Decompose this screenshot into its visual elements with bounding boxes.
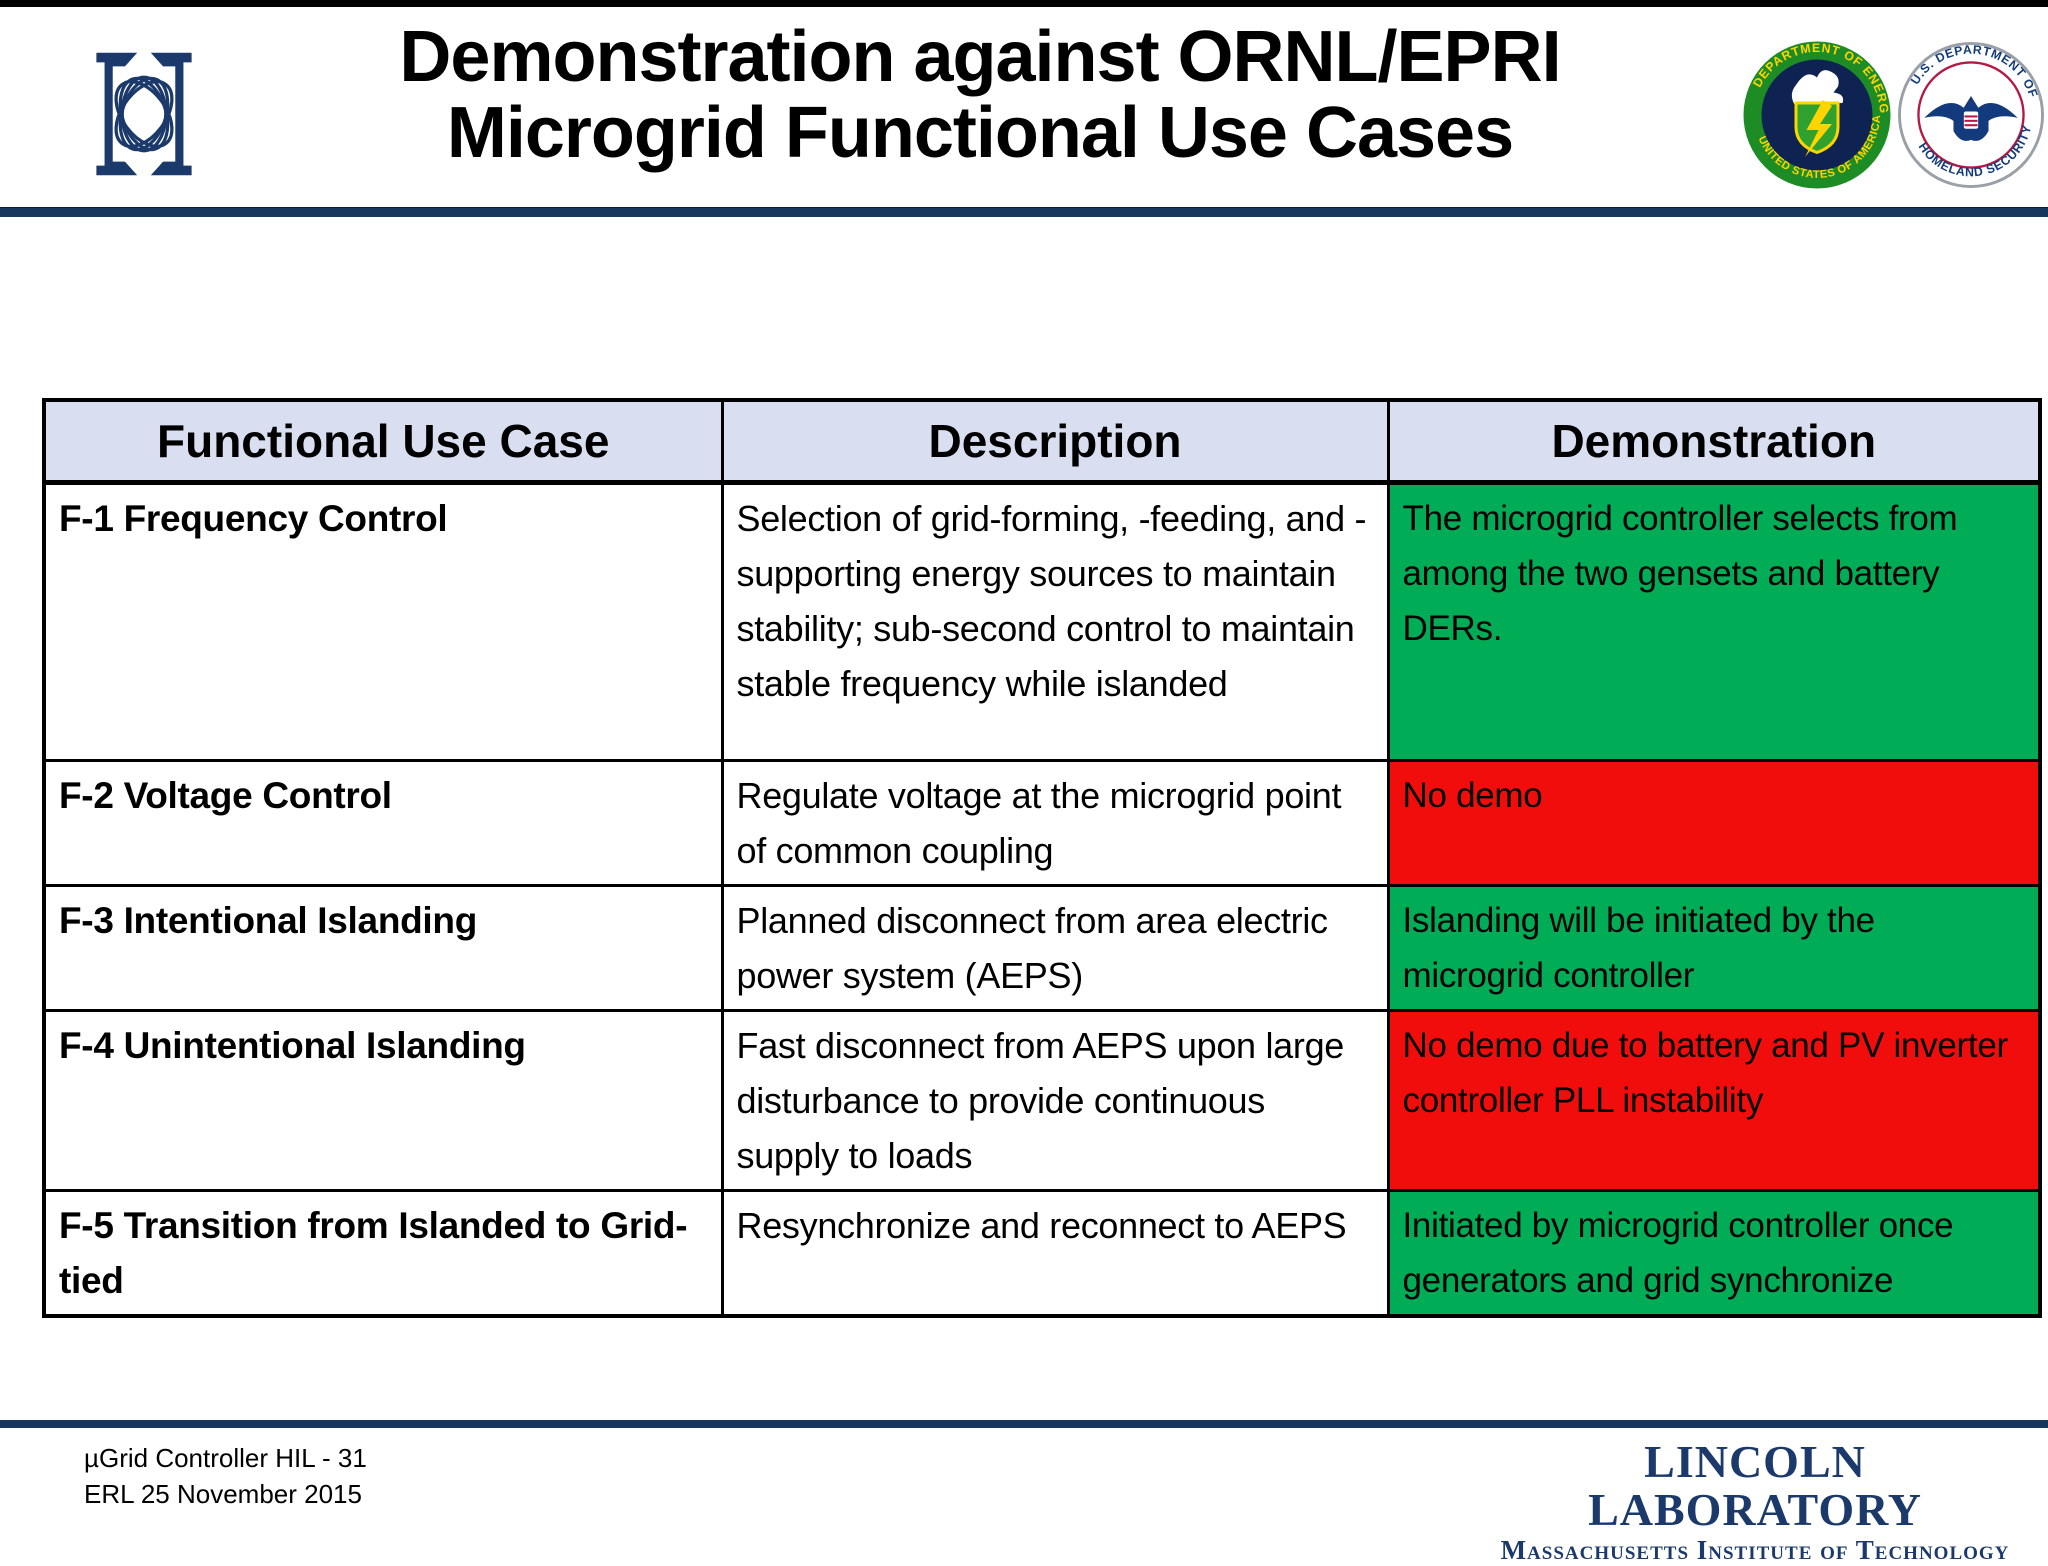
column-header-functional-use-case: Functional Use Case — [42, 398, 724, 485]
department-of-energy-seal-icon: DEPARTMENT OF ENERGY UNITED STATES OF AM… — [1742, 40, 1891, 189]
use-case-cell: F-3 Intentional Islanding — [42, 883, 724, 1012]
description-cell: Planned disconnect from area electric po… — [720, 883, 1390, 1012]
description-cell: Selection of grid-forming, -feeding, and… — [720, 480, 1390, 762]
slide-title-line-1: Demonstration against ORNL/EPRI — [399, 17, 1561, 97]
footer-divider-line — [0, 1420, 2048, 1428]
table-row-f5: F-5 Transition from Islanded to Grid-tie… — [42, 1188, 2042, 1317]
description-cell: Regulate voltage at the microgrid point … — [720, 758, 1390, 887]
column-header-description: Description — [720, 398, 1390, 485]
footer-slide-reference: µGrid Controller HIL - 31 ERL 25 Novembe… — [84, 1440, 367, 1513]
description-cell: Fast disconnect from AEPS upon large dis… — [720, 1008, 1390, 1192]
table-header-row: Functional Use Case Description Demonstr… — [42, 398, 2042, 485]
title-divider-line — [0, 207, 2048, 217]
slide-title: Demonstration against ORNL/EPRI Microgri… — [240, 17, 1720, 173]
functional-use-case-table: Functional Use Case Description Demonstr… — [42, 398, 2042, 1318]
use-case-cell: F-1 Frequency Control — [42, 480, 724, 762]
use-case-cell: F-5 Transition from Islanded to Grid-tie… — [42, 1188, 724, 1317]
table-row-f2: F-2 Voltage Control Regulate voltage at … — [42, 758, 2042, 887]
slide-title-line-2: Microgrid Functional Use Cases — [446, 92, 1514, 173]
use-case-cell: F-4 Unintentional Islanding — [42, 1008, 724, 1192]
demonstration-cell: Islanding will be initiated by the micro… — [1386, 883, 2042, 1012]
use-case-cell: F-2 Voltage Control — [42, 758, 724, 887]
table-row-f3: F-3 Intentional Islanding Planned discon… — [42, 883, 2042, 1012]
table-row-f4: F-4 Unintentional Islanding Fast disconn… — [42, 1008, 2042, 1192]
top-border-bar — [0, 0, 2048, 7]
description-cell: Resynchronize and reconnect to AEPS — [720, 1188, 1390, 1317]
lincoln-laboratory-logo-icon — [96, 52, 192, 176]
demonstration-cell: The microgrid controller selects from am… — [1386, 480, 2042, 762]
mit-wordmark: Massachusetts Institute of Technology — [1500, 1534, 2010, 1565]
slide-ref-line-1: µGrid Controller HIL - 31 — [84, 1443, 367, 1473]
demonstration-cell: No demo — [1386, 758, 2042, 887]
demonstration-cell: No demo due to battery and PV inverter c… — [1386, 1008, 2042, 1192]
footer-organization-wordmark: LINCOLN LABORATORY Massachusetts Institu… — [1490, 1436, 2020, 1566]
table-row-f1: F-1 Frequency Control Selection of grid-… — [42, 480, 2042, 762]
lincoln-laboratory-wordmark: LINCOLN LABORATORY — [1588, 1436, 1922, 1536]
demonstration-cell: Initiated by microgrid controller once g… — [1386, 1188, 2042, 1317]
column-header-demonstration: Demonstration — [1386, 398, 2042, 485]
slide-ref-line-2: ERL 25 November 2015 — [84, 1479, 362, 1510]
homeland-security-seal-icon: U.S. DEPARTMENT OF HOMELAND SECURITY — [1898, 42, 2044, 188]
